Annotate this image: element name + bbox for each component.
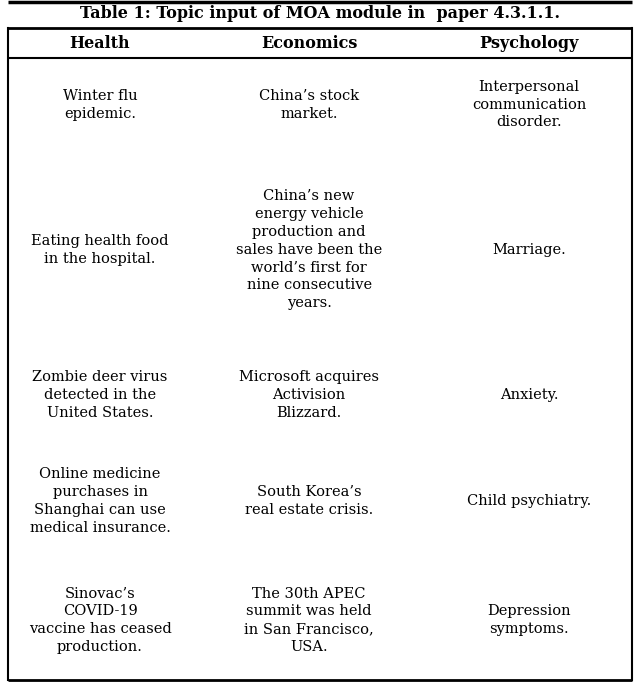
Text: China’s stock
market.: China’s stock market. — [259, 89, 359, 120]
Text: Psychology: Psychology — [479, 34, 579, 52]
Text: Winter flu
epidemic.: Winter flu epidemic. — [63, 89, 138, 120]
Text: The 30th APEC
summit was held
in San Francisco,
USA.: The 30th APEC summit was held in San Fra… — [244, 587, 374, 654]
Text: Economics: Economics — [261, 34, 357, 52]
Text: Child psychiatry.: Child psychiatry. — [467, 494, 591, 508]
Text: Depression
symptoms.: Depression symptoms. — [487, 605, 571, 636]
Text: China’s new
energy vehicle
production and
sales have been the
world’s first for
: China’s new energy vehicle production an… — [236, 189, 382, 310]
Text: Microsoft acquires
Activision
Blizzard.: Microsoft acquires Activision Blizzard. — [239, 370, 379, 420]
Text: Table 1: Topic input of MOA module in  paper 4.3.1.1.: Table 1: Topic input of MOA module in pa… — [80, 5, 560, 21]
Text: South Korea’s
real estate crisis.: South Korea’s real estate crisis. — [245, 485, 373, 517]
Text: Zombie deer virus
detected in the
United States.: Zombie deer virus detected in the United… — [33, 370, 168, 420]
Text: Eating health food
in the hospital.: Eating health food in the hospital. — [31, 234, 169, 266]
Text: Sinovac’s
COVID-19
vaccine has ceased
production.: Sinovac’s COVID-19 vaccine has ceased pr… — [29, 587, 172, 654]
Text: Health: Health — [70, 34, 131, 52]
Text: Marriage.: Marriage. — [492, 243, 566, 257]
Text: Anxiety.: Anxiety. — [500, 388, 558, 402]
Text: Online medicine
purchases in
Shanghai can use
medical insurance.: Online medicine purchases in Shanghai ca… — [29, 467, 170, 535]
Text: Interpersonal
communication
disorder.: Interpersonal communication disorder. — [472, 80, 586, 129]
